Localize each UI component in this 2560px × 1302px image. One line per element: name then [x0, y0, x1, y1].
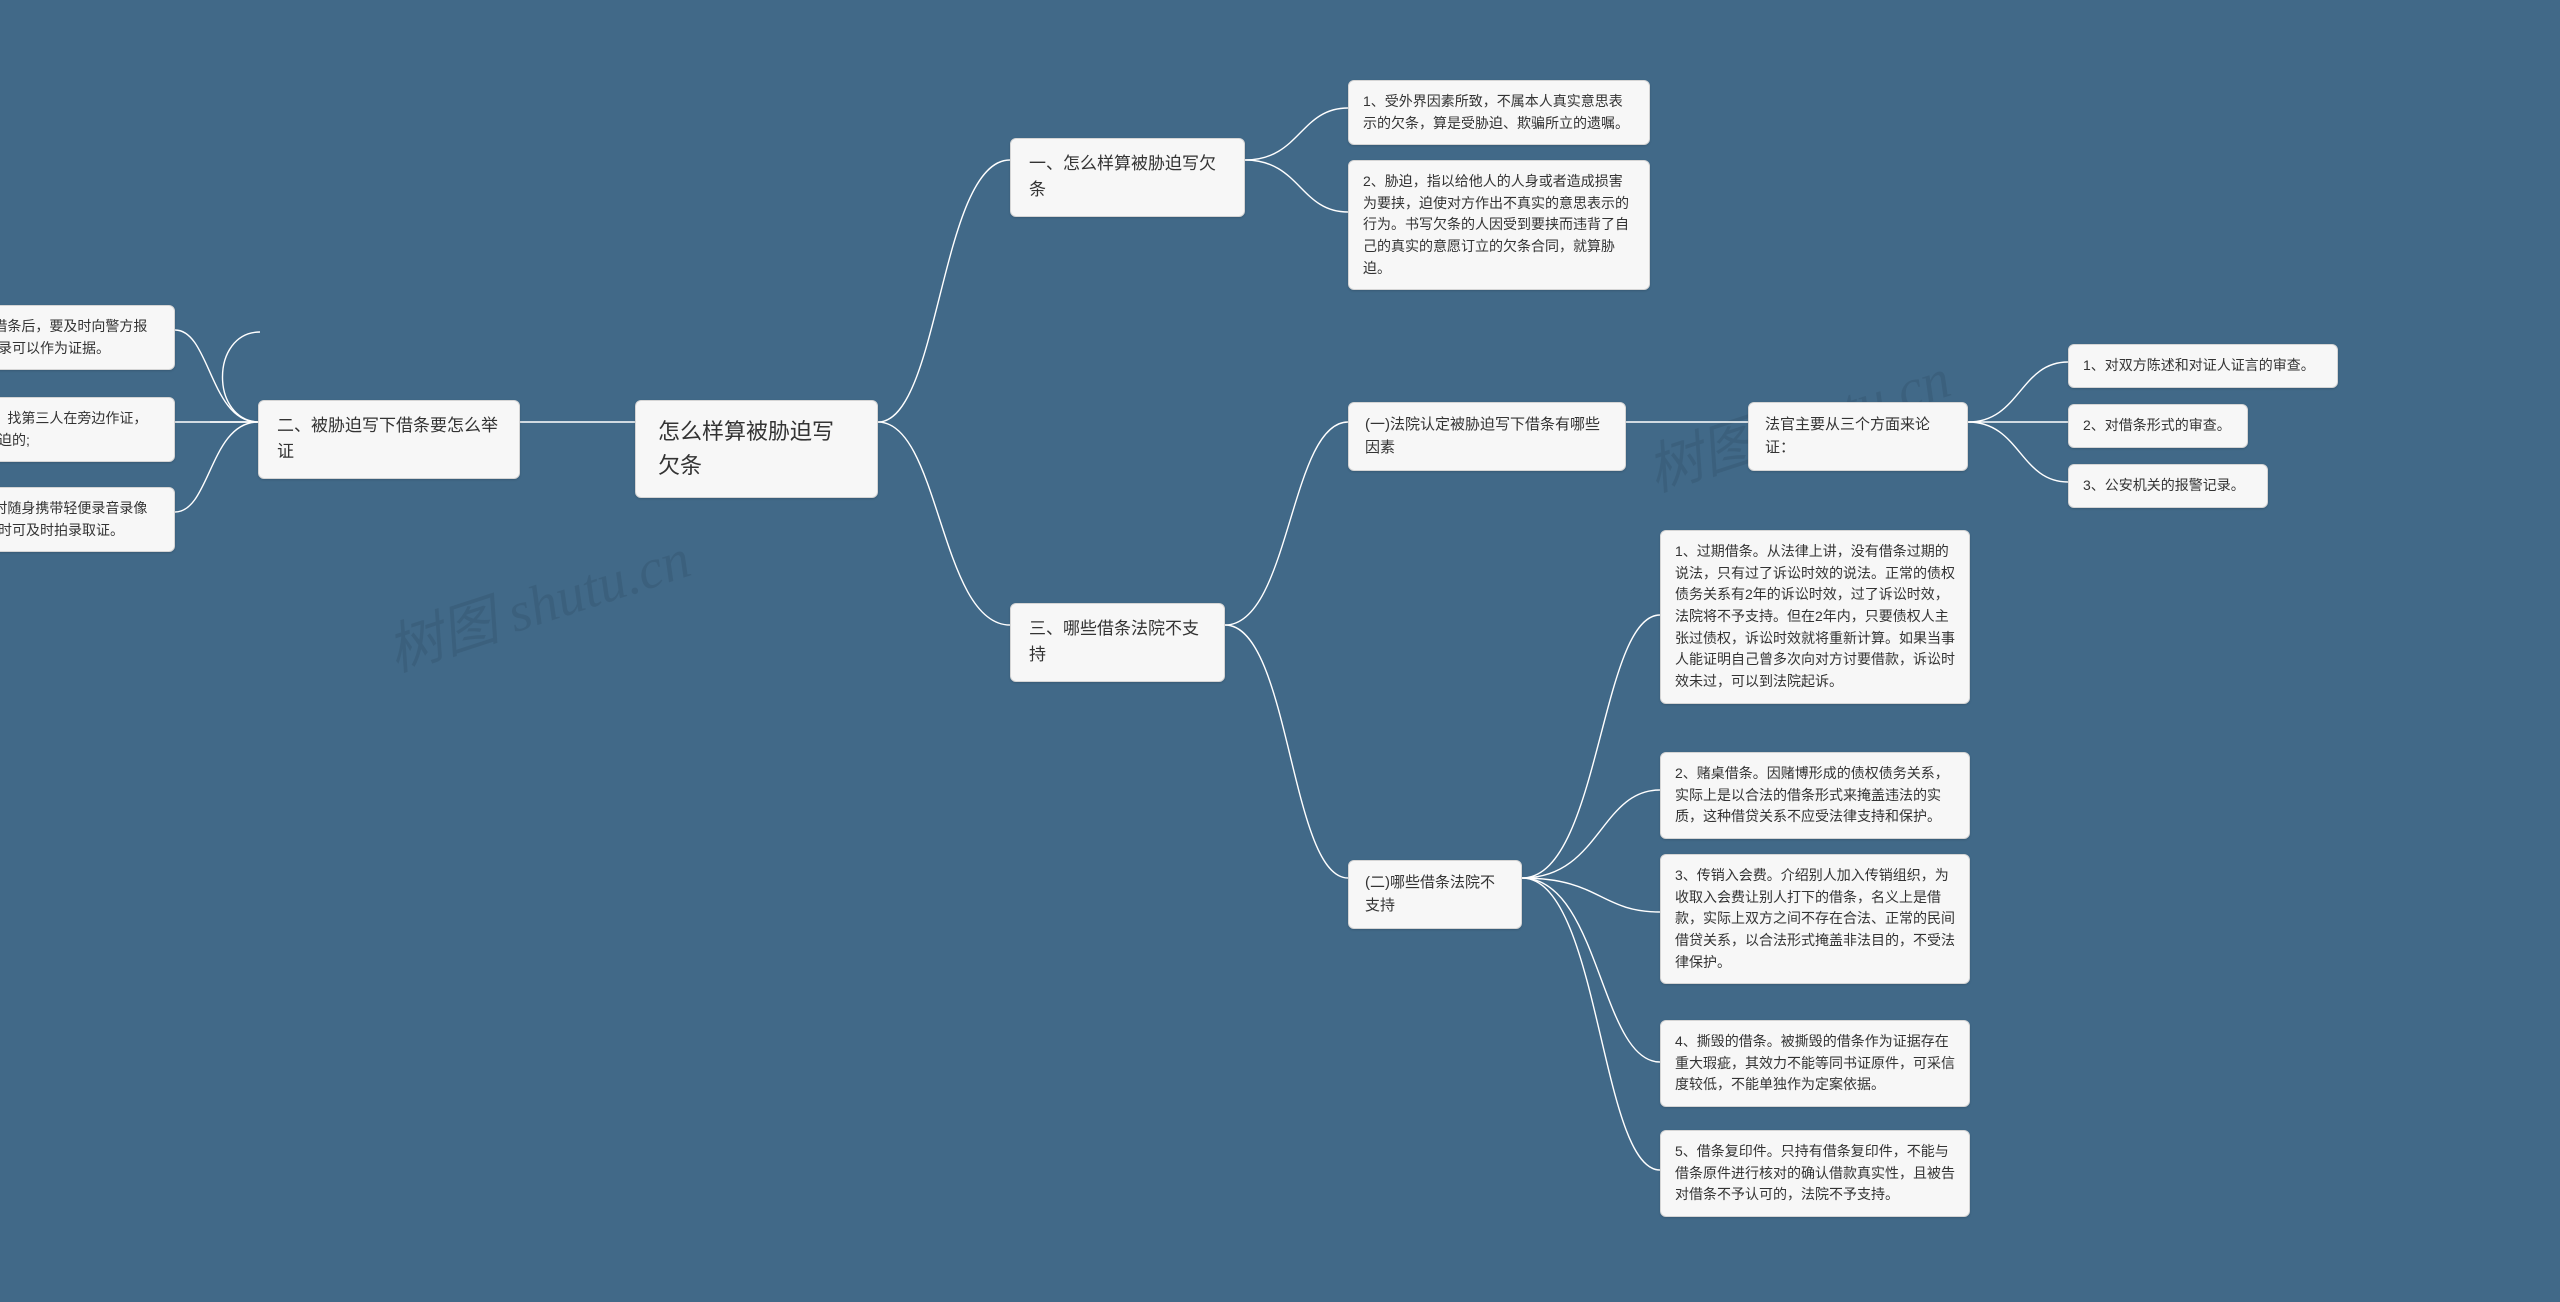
branch-3-sub-2[interactable]: (二)哪些借条法院不支持	[1348, 860, 1522, 929]
watermark: 树图 shutu.cn	[375, 513, 699, 687]
branch-3[interactable]: 三、哪些借条法院不支持	[1010, 603, 1225, 682]
branch-3-sub-1[interactable]: (一)法院认定被胁迫写下借条有哪些因素	[1348, 402, 1626, 471]
sub2-leaf-5[interactable]: 5、借条复印件。只持有借条复印件，不能与借条原件进行核对的确认借款真实性，且被告…	[1660, 1130, 1970, 1217]
sub2-leaf-1[interactable]: 1、过期借条。从法律上讲，没有借条过期的说法，只有过了诉讼时效的说法。正常的债权…	[1660, 530, 1970, 704]
branch-1-leaf-2[interactable]: 2、胁迫，指以给他人的人身或者造成损害为要挟，迫使对方作出不真实的意思表示的行为…	[1348, 160, 1650, 290]
branch-1[interactable]: 一、怎么样算被胁迫写欠条	[1010, 138, 1245, 217]
judge-item-1[interactable]: 1、对双方陈述和对证人证言的审查。	[2068, 344, 2338, 388]
sub2-leaf-2[interactable]: 2、赌桌借条。因赌博形成的债权债务关系，实际上是以合法的借条形式来掩盖违法的实质…	[1660, 752, 1970, 839]
branch-3-sub-1-judge[interactable]: 法官主要从三个方面来论证：	[1748, 402, 1968, 471]
branch-2-leaf-3[interactable]: (三)与对方接触时随身携带轻便录音录像设备，受到胁迫时可及时拍录取证。	[0, 487, 175, 552]
root-node[interactable]: 怎么样算被胁迫写欠条	[635, 400, 878, 498]
branch-2-leaf-2[interactable]: (二)与对方沟通，找第三人在旁边作证，证明自己是被胁迫的;	[0, 397, 175, 462]
sub2-leaf-4[interactable]: 4、撕毁的借条。被撕毁的借条作为证据存在重大瑕疵，其效力不能等同书证原件，可采信…	[1660, 1020, 1970, 1107]
judge-item-2[interactable]: 2、对借条形式的审查。	[2068, 404, 2248, 448]
judge-item-3[interactable]: 3、公安机关的报警记录。	[2068, 464, 2268, 508]
branch-1-leaf-1[interactable]: 1、受外界因素所致，不属本人真实意思表示的欠条，算是受胁迫、欺骗所立的遗嘱。	[1348, 80, 1650, 145]
connector-layer	[0, 0, 2560, 1302]
branch-2[interactable]: 二、被胁迫写下借条要怎么举证	[258, 400, 520, 479]
sub2-leaf-3[interactable]: 3、传销入会费。介绍别人加入传销组织，为收取入会费让别人打下的借条，名义上是借款…	[1660, 854, 1970, 984]
branch-2-leaf-1[interactable]: (一)被胁迫写下借条后，要及时向警方报案留底，报案记录可以作为证据。	[0, 305, 175, 370]
